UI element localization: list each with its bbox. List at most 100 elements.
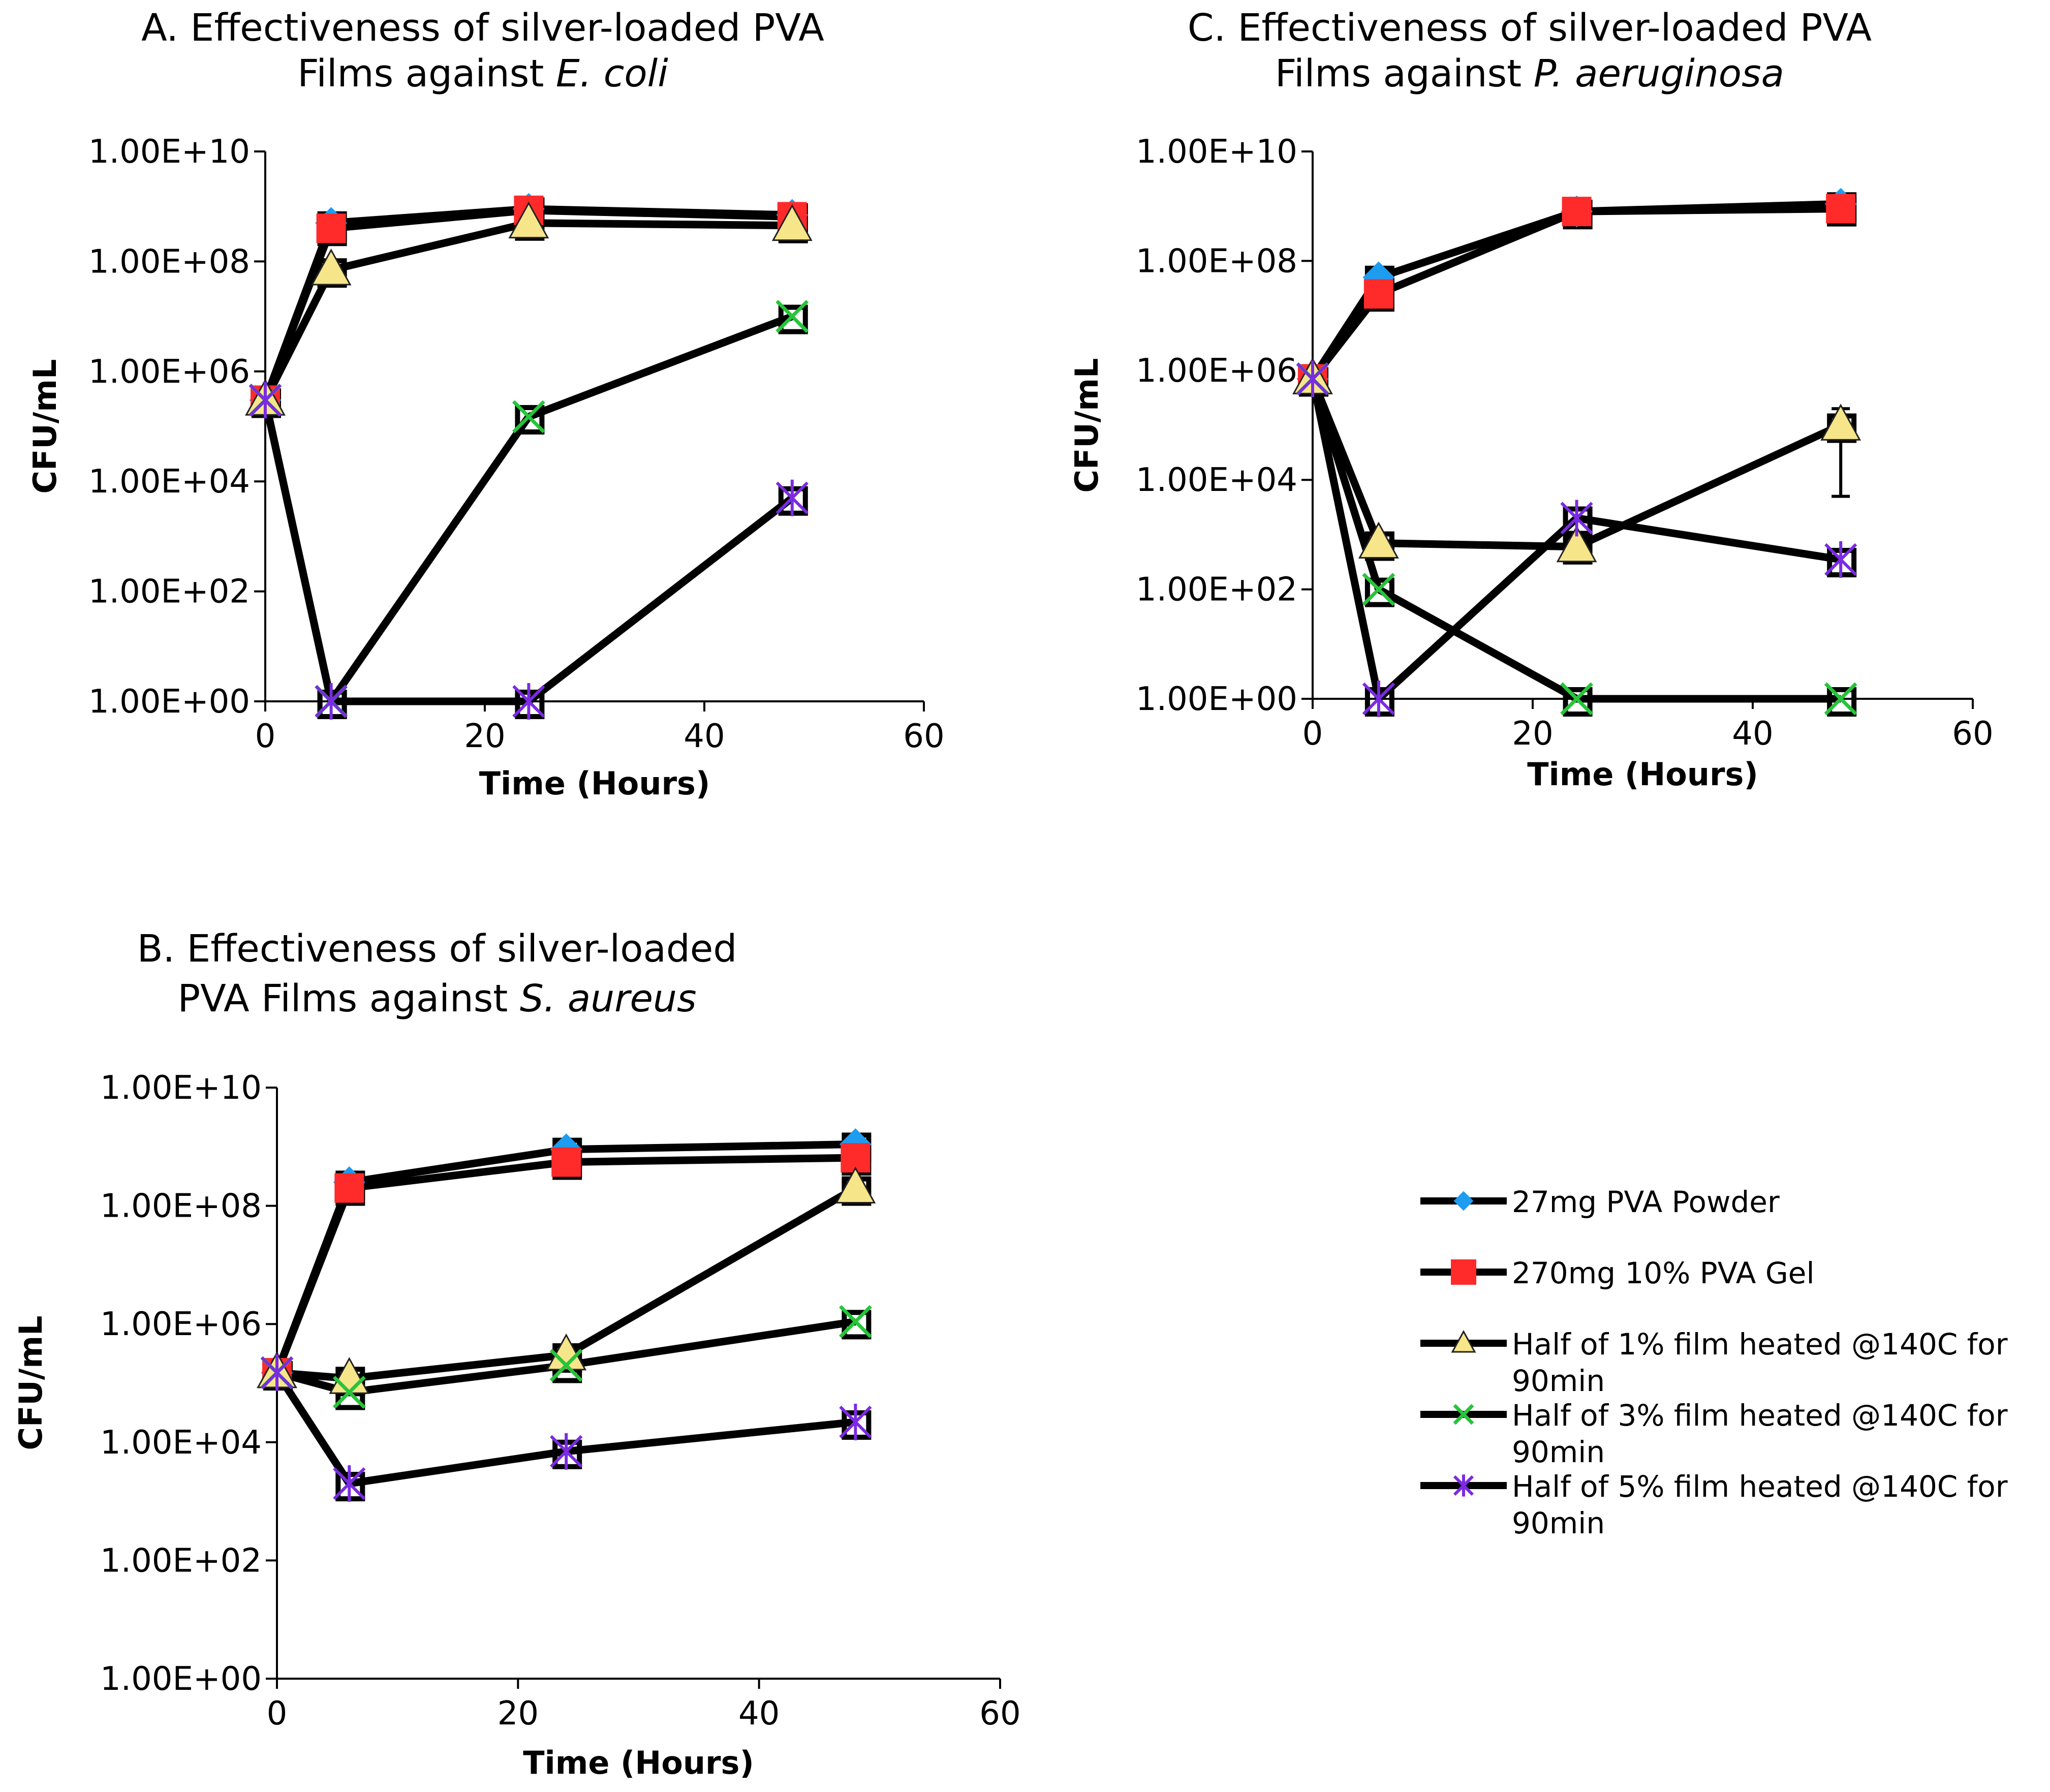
chart-b-point <box>839 1403 872 1440</box>
chart-b-title-line2: PVA Films against S. aureus <box>177 977 696 1021</box>
chart-c-y-tick-label: 1.00E+04 <box>1136 461 1297 499</box>
chart-b-point-shadow <box>842 1310 872 1340</box>
chart-a-point <box>315 683 348 720</box>
chart-c-x-tick-label: 20 <box>1512 715 1553 753</box>
chart-a-point <box>508 201 549 239</box>
chart-a-point-shadow <box>515 405 545 435</box>
chart-b-point <box>838 1305 872 1338</box>
chart-c-y-label: CFU/mL <box>1068 358 1105 493</box>
chart-b-y-tick-label: 1.00E+00 <box>100 1660 262 1698</box>
chart-a-point <box>249 382 282 419</box>
chart-c-series-line <box>1309 378 1842 703</box>
chart-a-x-label: Time (Hours) <box>479 765 710 802</box>
chart-a-point <box>771 204 813 241</box>
chart-c-point <box>1560 682 1594 716</box>
chart-b-title-line1: B. Effectiveness of silver-loaded <box>137 927 737 971</box>
chart-a-point <box>310 248 352 286</box>
panel-c: C. Effectiveness of silver-loaded PVA Fi… <box>1068 6 1994 793</box>
legend-label: 27mg PVA Powder <box>1512 1185 1780 1219</box>
chart-a-x-tick-label: 40 <box>684 718 725 755</box>
chart-a-series-line <box>261 206 792 402</box>
chart-c-point <box>1296 360 1329 397</box>
chart-a-point-shadow <box>778 304 808 334</box>
legend-label: Half of 1% film heated @140C for <box>1512 1327 2008 1362</box>
chart-c-series-line <box>1309 378 1841 703</box>
chart-b-point <box>549 1349 583 1382</box>
chart-b-series-line <box>276 1185 858 1382</box>
legend-marker <box>1451 1330 1476 1353</box>
chart-c-point-shadow <box>1563 687 1593 717</box>
chart-a-title-line2: Films against E. coli <box>297 52 668 96</box>
chart-c-series-line <box>1310 205 1841 382</box>
chart-b-x-tick-label: 0 <box>267 1695 288 1733</box>
chart-b-x-tick-label: 40 <box>738 1695 780 1733</box>
chart-b-series-line <box>273 1370 856 1488</box>
chart-c-point <box>1362 681 1395 717</box>
chart-c-y-tick-label: 1.00E+06 <box>1136 352 1297 390</box>
legend-marker <box>1453 1404 1474 1425</box>
chart-a-series-line <box>261 313 794 705</box>
chart-c-y-tick-label: 1.00E+02 <box>1136 571 1297 609</box>
chart-b-point <box>260 1354 294 1392</box>
chart-c-point <box>1363 279 1393 309</box>
chart-c-x-tick-label: 40 <box>1732 715 1773 753</box>
chart-a-series-line <box>261 399 795 705</box>
chart-a-series-line <box>262 219 792 402</box>
chart-a-point <box>775 300 809 333</box>
chart-b-point <box>333 1465 366 1502</box>
chart-b-point <box>332 1376 366 1409</box>
chart-a-point <box>512 400 545 434</box>
chart-b-series-line <box>273 1154 856 1374</box>
chart-b-point <box>550 1433 583 1470</box>
chart-a-x-tick-label: 60 <box>903 718 944 755</box>
chart-a-y-tick-label: 1.00E+00 <box>88 683 250 721</box>
chart-c-y-tick-label: 1.00E+08 <box>1136 242 1297 280</box>
chart-c-point <box>1826 194 1856 224</box>
chart-a-y-label: CFU/mL <box>26 359 64 494</box>
chart-c-x-tick-label: 0 <box>1302 715 1323 753</box>
chart-c-point <box>1560 500 1593 537</box>
legend-marker <box>1453 1474 1474 1497</box>
chart-c-point-shadow <box>1827 687 1857 717</box>
chart-b-point <box>835 1166 876 1203</box>
legend-label: 90min <box>1512 1506 1605 1540</box>
legend-marker <box>1453 1191 1474 1211</box>
chart-c-point <box>1824 682 1857 716</box>
chart-c-y-tick-label: 1.00E+10 <box>1136 133 1297 171</box>
chart-c-point <box>1358 521 1399 559</box>
chart-a-point <box>316 213 346 243</box>
chart-b-y-tick-label: 1.00E+04 <box>100 1424 262 1462</box>
chart-c-x-tick-label: 60 <box>1952 715 1993 753</box>
chart-b-series-line <box>276 1317 856 1397</box>
legend-label: 270mg 10% PVA Gel <box>1512 1256 1815 1290</box>
chart-a-title-line1: A. Effectiveness of silver-loaded PVA <box>141 6 824 50</box>
chart-c-series-line <box>1309 377 1843 551</box>
legend: 27mg PVA Powder 270mg 10% PVA Gel Half of … <box>1420 1185 2008 1540</box>
chart-b-y-tick-label: 1.00E+06 <box>100 1306 262 1343</box>
chart-c-point <box>1362 573 1395 606</box>
chart-c-point-shadow <box>1364 577 1394 607</box>
chart-c-point <box>1556 525 1597 563</box>
chart-c-point <box>1824 541 1857 578</box>
chart-b-y-tick-label: 1.00E+08 <box>100 1188 262 1225</box>
chart-b-point <box>546 1333 587 1371</box>
chart-b-x-tick-label: 20 <box>498 1695 539 1733</box>
chart-b-y-tick-label: 1.00E+10 <box>100 1069 262 1107</box>
legend-label: 90min <box>1512 1435 1605 1469</box>
chart-a-point <box>512 683 545 720</box>
chart-a-y-tick-label: 1.00E+06 <box>88 353 250 391</box>
panel-a: A. Effectiveness of silver-loaded PVA Fi… <box>26 6 945 802</box>
chart-a-x-tick-label: 0 <box>255 718 276 755</box>
chart-a-y-tick-label: 1.00E+04 <box>88 463 250 501</box>
chart-a-y-tick-label: 1.00E+08 <box>88 243 250 281</box>
chart-c-point <box>1562 197 1592 227</box>
chart-c-title-line2: Films against P. aeruginosa <box>1275 52 1784 96</box>
legend-label: 90min <box>1512 1364 1605 1398</box>
chart-a-y-tick-label: 1.00E+10 <box>88 133 250 171</box>
legend-marker <box>1451 1259 1476 1285</box>
panel-b: B. Effectiveness of silver-loaded PVA Fi… <box>12 927 1021 1781</box>
chart-b-point <box>334 1173 364 1203</box>
chart-a-y-tick-label: 1.00E+02 <box>88 573 250 611</box>
chart-b-y-tick-label: 1.00E+02 <box>100 1542 262 1580</box>
